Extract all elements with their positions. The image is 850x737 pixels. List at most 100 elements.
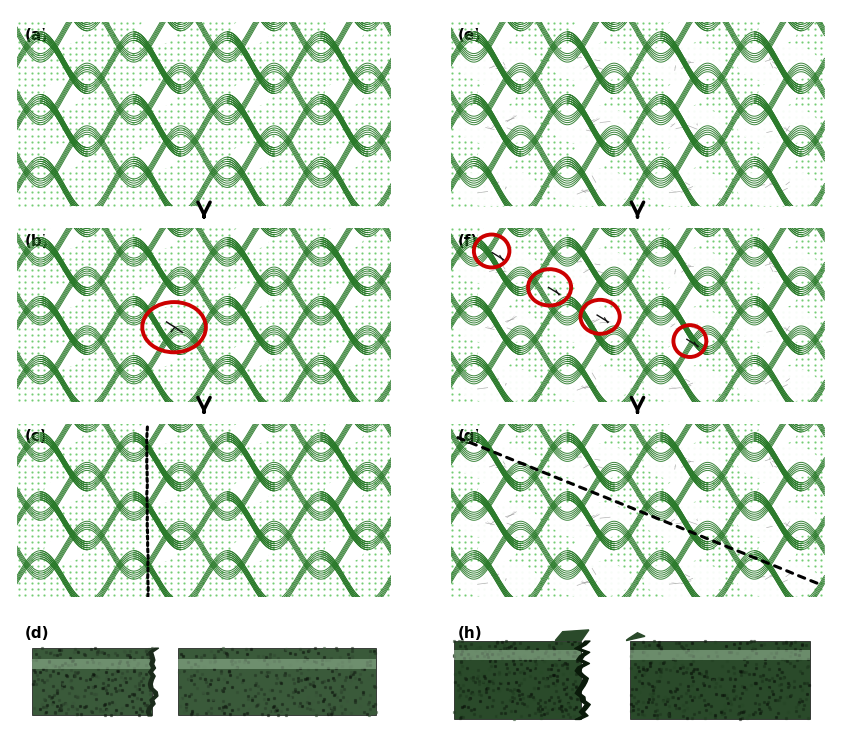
Ellipse shape: [571, 81, 610, 107]
Ellipse shape: [830, 443, 850, 481]
Ellipse shape: [665, 144, 704, 170]
Text: (d): (d): [25, 626, 49, 641]
Ellipse shape: [643, 366, 725, 403]
Ellipse shape: [550, 248, 632, 285]
Ellipse shape: [138, 420, 177, 445]
Ellipse shape: [478, 420, 517, 445]
Ellipse shape: [737, 307, 819, 344]
Ellipse shape: [643, 502, 725, 539]
Text: (a): (a): [25, 28, 48, 43]
Ellipse shape: [231, 81, 270, 107]
Ellipse shape: [571, 479, 610, 504]
Ellipse shape: [456, 384, 538, 422]
Ellipse shape: [44, 538, 83, 562]
Text: (h): (h): [458, 626, 483, 641]
Ellipse shape: [643, 105, 725, 145]
Ellipse shape: [363, 366, 445, 403]
Ellipse shape: [571, 18, 610, 44]
Ellipse shape: [138, 284, 177, 309]
Polygon shape: [626, 633, 645, 640]
Ellipse shape: [758, 538, 797, 562]
FancyBboxPatch shape: [454, 650, 581, 660]
Ellipse shape: [363, 168, 445, 208]
Ellipse shape: [231, 479, 270, 504]
Ellipse shape: [643, 307, 725, 344]
FancyBboxPatch shape: [454, 640, 581, 719]
Ellipse shape: [325, 144, 364, 170]
Ellipse shape: [418, 81, 457, 108]
Ellipse shape: [830, 384, 850, 422]
FancyBboxPatch shape: [32, 659, 151, 669]
Ellipse shape: [512, 538, 551, 562]
Ellipse shape: [643, 0, 725, 20]
Ellipse shape: [418, 225, 457, 250]
Ellipse shape: [550, 366, 632, 403]
Text: (f): (f): [458, 234, 479, 248]
Ellipse shape: [665, 343, 704, 367]
Ellipse shape: [758, 225, 797, 250]
Ellipse shape: [44, 284, 83, 309]
Ellipse shape: [512, 18, 551, 44]
Ellipse shape: [231, 343, 270, 367]
Ellipse shape: [325, 225, 364, 250]
Ellipse shape: [512, 81, 551, 108]
Ellipse shape: [138, 343, 177, 367]
Ellipse shape: [830, 189, 850, 226]
Ellipse shape: [830, 43, 850, 83]
Ellipse shape: [758, 18, 797, 44]
Ellipse shape: [643, 443, 725, 481]
Ellipse shape: [737, 168, 819, 208]
Ellipse shape: [44, 343, 83, 367]
Ellipse shape: [737, 502, 819, 539]
Ellipse shape: [456, 366, 538, 403]
Ellipse shape: [571, 538, 610, 562]
Ellipse shape: [737, 43, 819, 83]
Ellipse shape: [830, 502, 850, 539]
Ellipse shape: [456, 43, 538, 83]
Ellipse shape: [737, 561, 819, 598]
Ellipse shape: [231, 420, 270, 445]
Ellipse shape: [830, 0, 850, 20]
Ellipse shape: [478, 284, 517, 309]
Ellipse shape: [830, 168, 850, 208]
Ellipse shape: [363, 384, 445, 422]
Polygon shape: [555, 630, 589, 640]
Ellipse shape: [830, 307, 850, 344]
Ellipse shape: [643, 189, 725, 226]
Ellipse shape: [231, 284, 270, 309]
Ellipse shape: [325, 81, 364, 108]
Ellipse shape: [643, 561, 725, 598]
Ellipse shape: [643, 168, 725, 208]
Ellipse shape: [758, 81, 797, 108]
Ellipse shape: [138, 18, 177, 44]
Ellipse shape: [363, 105, 445, 145]
Ellipse shape: [571, 225, 610, 250]
Ellipse shape: [363, 307, 445, 344]
FancyBboxPatch shape: [630, 640, 809, 719]
Ellipse shape: [418, 420, 457, 445]
Ellipse shape: [571, 343, 610, 367]
Ellipse shape: [44, 479, 83, 504]
Ellipse shape: [418, 144, 457, 170]
Ellipse shape: [665, 420, 704, 445]
Ellipse shape: [737, 248, 819, 285]
Ellipse shape: [363, 0, 445, 20]
Ellipse shape: [550, 384, 632, 422]
Ellipse shape: [418, 284, 457, 309]
Text: (c): (c): [25, 429, 48, 444]
Ellipse shape: [512, 343, 551, 367]
Ellipse shape: [456, 248, 538, 285]
FancyBboxPatch shape: [178, 659, 376, 669]
FancyBboxPatch shape: [630, 650, 809, 660]
Ellipse shape: [44, 420, 83, 445]
Ellipse shape: [737, 105, 819, 145]
Ellipse shape: [830, 561, 850, 598]
Ellipse shape: [830, 248, 850, 285]
Ellipse shape: [665, 81, 704, 107]
Ellipse shape: [758, 420, 797, 445]
Ellipse shape: [138, 538, 177, 562]
Ellipse shape: [456, 561, 538, 598]
Ellipse shape: [512, 144, 551, 170]
Ellipse shape: [44, 225, 83, 250]
FancyBboxPatch shape: [32, 648, 151, 716]
